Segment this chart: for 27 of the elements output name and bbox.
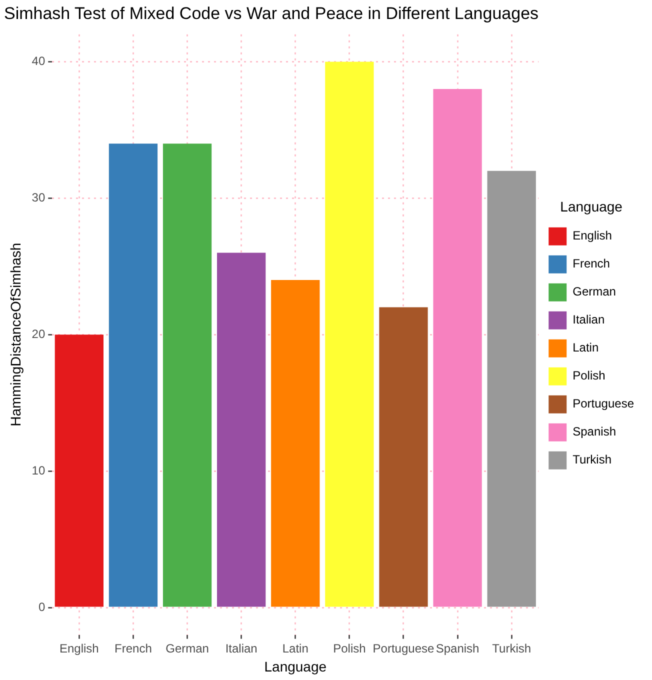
y-tick-label: 20: [32, 326, 46, 341]
chart-title: Simhash Test of Mixed Code vs War and Peace in Different Languages: [4, 4, 539, 23]
legend-label: Turkish: [572, 452, 612, 467]
x-tick-label: Turkish: [492, 641, 532, 656]
legend-label: German: [572, 284, 616, 299]
y-tick-label: 0: [38, 600, 46, 614]
x-axis-title: Language: [264, 658, 327, 674]
legend-label: Polish: [572, 368, 606, 383]
x-tick-label: English: [59, 641, 99, 656]
y-tick-label: 30: [32, 190, 46, 204]
x-tick-label: Italian: [225, 641, 258, 656]
legend-label: Spanish: [572, 424, 616, 439]
legend-label: French: [572, 256, 610, 271]
x-tick-label: German: [166, 641, 209, 656]
legend-label: Portuguese: [572, 396, 634, 411]
y-axis-title: HammingDistanceOfSimhash: [7, 242, 24, 426]
y-tick-label: 10: [32, 463, 46, 478]
legend-title: Language: [560, 198, 623, 214]
legend-label: Latin: [572, 340, 599, 355]
legend-label: English: [572, 228, 612, 243]
x-tick-label: Polish: [333, 641, 366, 656]
legend-label: Italian: [572, 312, 605, 327]
x-tick-label: Latin: [282, 641, 308, 656]
x-tick-label: French: [114, 641, 152, 656]
y-tick-label: 40: [32, 54, 46, 68]
x-tick-label: Portuguese: [372, 641, 434, 656]
x-tick-label: Spanish: [436, 641, 480, 656]
